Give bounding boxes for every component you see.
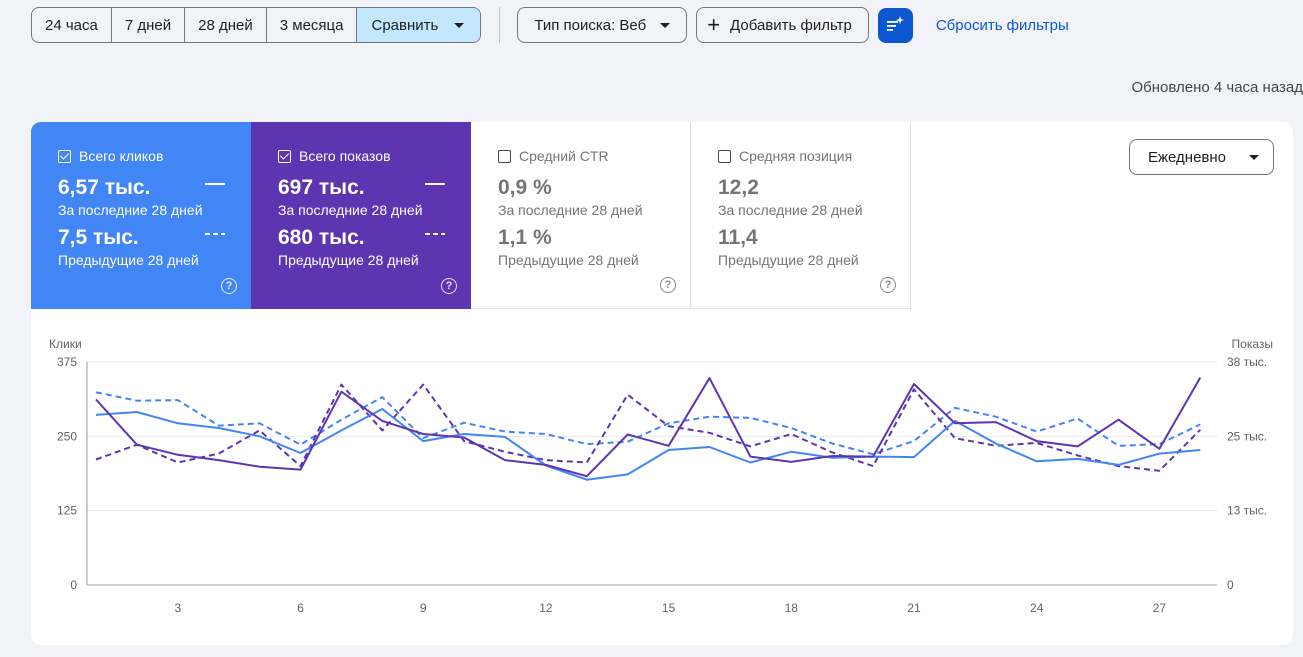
x-tick-label: 9 xyxy=(420,601,427,615)
metric-tile-ctr[interactable]: Средний CTR 0,9 % За последние 28 дней 1… xyxy=(471,122,691,309)
x-tick-label: 15 xyxy=(662,601,676,615)
metric-previous-note: Предыдущие 28 дней xyxy=(718,252,859,268)
help-icon[interactable]: ? xyxy=(660,277,676,293)
metric-current-note: За последние 28 дней xyxy=(718,202,863,218)
right-tick-label: 38 тыс. xyxy=(1227,355,1267,369)
solid-line-legend-icon xyxy=(205,183,225,185)
x-tick-label: 12 xyxy=(539,601,553,615)
left-axis-title: Клики xyxy=(49,337,82,351)
period-selector: 24 часа 7 дней 28 дней 3 месяца Сравнить xyxy=(31,7,482,43)
help-icon[interactable]: ? xyxy=(221,278,237,294)
right-tick-label: 0 xyxy=(1227,578,1234,592)
period-3m-button[interactable]: 3 месяца xyxy=(267,8,358,42)
dashed-line-legend-icon xyxy=(425,233,445,235)
checkbox-checked-icon[interactable] xyxy=(58,149,71,163)
add-filter-label: Добавить фильтр xyxy=(730,16,852,34)
left-tick-label: 250 xyxy=(57,429,77,443)
checkbox-unchecked-icon[interactable] xyxy=(498,149,511,163)
right-tick-label: 13 тыс. xyxy=(1227,504,1267,518)
dashed-line-legend-icon xyxy=(205,233,225,235)
metric-tile-clicks[interactable]: Всего кликов 6,57 тыс. За последние 28 д… xyxy=(31,122,251,309)
last-updated-text: Обновлено 4 часа назад xyxy=(1131,79,1303,96)
period-24h-button[interactable]: 24 часа xyxy=(32,8,112,42)
series-line-impressions-previous xyxy=(95,383,1202,472)
metric-current-value: 6,57 тыс. xyxy=(58,176,151,199)
plus-icon: + xyxy=(707,12,721,37)
left-tick-label: 375 xyxy=(57,355,77,369)
series-line-clicks-previous xyxy=(95,391,1201,456)
metric-current-value: 0,9 % xyxy=(498,176,552,199)
granularity-dropdown[interactable]: Ежедневно xyxy=(1129,139,1274,175)
metric-current-note: За последние 28 дней xyxy=(498,202,643,218)
checkbox-checked-icon[interactable] xyxy=(278,149,291,163)
metric-previous-value: 680 тыс. xyxy=(278,226,365,249)
period-28d-button[interactable]: 28 дней xyxy=(185,8,267,42)
solid-line-legend-icon xyxy=(425,183,445,185)
metric-tile-position[interactable]: Средняя позиция 12,2 За последние 28 дне… xyxy=(691,122,911,309)
filter-bar: 24 часа 7 дней 28 дней 3 месяца Сравнить… xyxy=(31,7,1069,43)
left-tick-label: 125 xyxy=(57,504,77,518)
x-tick-label: 18 xyxy=(785,601,799,615)
left-tick-label: 0 xyxy=(70,578,77,592)
metric-label: Всего кликов xyxy=(79,148,164,164)
right-tick-label: 25 тыс. xyxy=(1227,429,1267,443)
caret-down-icon xyxy=(454,22,465,28)
reset-filters-link[interactable]: Сбросить фильтры xyxy=(935,16,1069,34)
series-line-impressions-current xyxy=(95,377,1202,478)
metric-current-note: За последние 28 дней xyxy=(278,202,423,218)
metric-tile-impressions[interactable]: Всего показов 697 тыс. За последние 28 д… xyxy=(251,122,471,309)
search-type-dropdown[interactable]: Тип поиска: Веб xyxy=(517,7,688,43)
metric-previous-note: Предыдущие 28 дней xyxy=(278,252,419,268)
divider xyxy=(499,7,501,43)
right-axis-title: Показы xyxy=(1232,337,1273,351)
metric-previous-note: Предыдущие 28 дней xyxy=(498,252,639,268)
search-type-label: Тип поиска: Веб xyxy=(534,16,647,34)
filter-settings-button[interactable] xyxy=(877,7,913,43)
x-tick-label: 21 xyxy=(907,601,921,615)
granularity-label: Ежедневно xyxy=(1148,148,1227,166)
checkbox-unchecked-icon[interactable] xyxy=(718,149,731,163)
performance-chart: Клики Показы 0 125 250 375 0 13 тыс. 25 тыс. 38 т… xyxy=(49,337,1273,615)
metric-label: Средняя позиция xyxy=(739,148,853,164)
performance-card: Всего кликов 6,57 тыс. За последние 28 д… xyxy=(31,122,1293,645)
help-icon[interactable]: ? xyxy=(880,277,896,293)
x-tick-label: 24 xyxy=(1030,601,1044,615)
metric-current-note: За последние 28 дней xyxy=(58,202,203,218)
caret-down-icon xyxy=(660,22,671,28)
x-tick-label: 3 xyxy=(174,601,181,615)
series-line-clicks-current xyxy=(95,408,1201,481)
metric-previous-note: Предыдущие 28 дней xyxy=(58,252,199,268)
help-icon[interactable]: ? xyxy=(441,278,457,294)
compare-button[interactable]: Сравнить xyxy=(357,8,481,42)
metric-previous-value: 1,1 % xyxy=(498,226,552,249)
metric-current-value: 12,2 xyxy=(718,176,759,199)
compare-label: Сравнить xyxy=(371,16,439,34)
period-7d-button[interactable]: 7 дней xyxy=(112,8,186,42)
metric-label: Средний CTR xyxy=(519,148,609,164)
x-tick-label: 27 xyxy=(1153,601,1167,615)
metric-previous-value: 11,4 xyxy=(718,226,758,249)
metric-current-value: 697 тыс. xyxy=(278,176,365,199)
x-tick-label: 6 xyxy=(297,601,304,615)
metric-label: Всего показов xyxy=(299,148,391,164)
add-filter-button[interactable]: + Добавить фильтр xyxy=(696,7,869,43)
filter-sparkle-icon xyxy=(887,16,905,31)
metric-previous-value: 7,5 тыс. xyxy=(58,226,139,249)
caret-down-icon xyxy=(1249,154,1259,160)
